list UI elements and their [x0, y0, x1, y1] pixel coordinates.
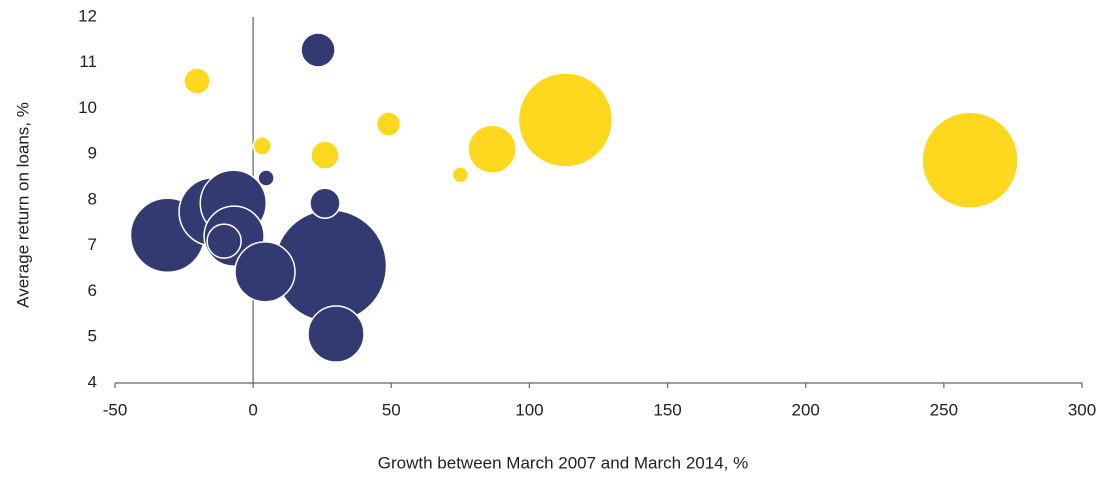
y-axis-title: Average return on loans, %: [13, 102, 32, 308]
bubble: [206, 223, 242, 259]
bubble: [234, 241, 296, 303]
bubble: [921, 111, 1019, 209]
x-tick-label: 50: [382, 400, 401, 419]
x-tick-label: 100: [515, 400, 543, 419]
bubble: [252, 136, 273, 156]
x-tick-label: 200: [792, 400, 820, 419]
x-tick-label: 150: [653, 400, 681, 419]
x-tick-label: 250: [930, 400, 958, 419]
bubble: [307, 305, 365, 363]
bubble: [309, 187, 341, 219]
y-tick-label: 10: [78, 98, 97, 117]
bubble: [375, 111, 402, 137]
bubble: [257, 169, 275, 187]
y-tick-label: 4: [88, 372, 97, 391]
y-tick-label: 5: [88, 327, 97, 346]
bubble: [517, 72, 614, 168]
x-tick-label: 300: [1068, 400, 1096, 419]
bubble: [467, 124, 517, 174]
y-tick-label: 7: [88, 235, 97, 254]
bubble: [310, 140, 340, 170]
bubble: [300, 32, 336, 68]
bubble: [183, 67, 211, 95]
x-tick-label: 0: [248, 400, 257, 419]
bubble: [451, 166, 470, 184]
y-tick-label: 9: [88, 144, 97, 163]
y-tick-label: 6: [88, 281, 97, 300]
y-tick-label: 8: [88, 189, 97, 208]
x-axis-title: Growth between March 2007 and March 2014…: [378, 453, 748, 472]
y-tick-label: 11: [79, 52, 97, 71]
x-tick-label: -50: [103, 400, 128, 419]
y-tick-label: 12: [78, 6, 97, 25]
